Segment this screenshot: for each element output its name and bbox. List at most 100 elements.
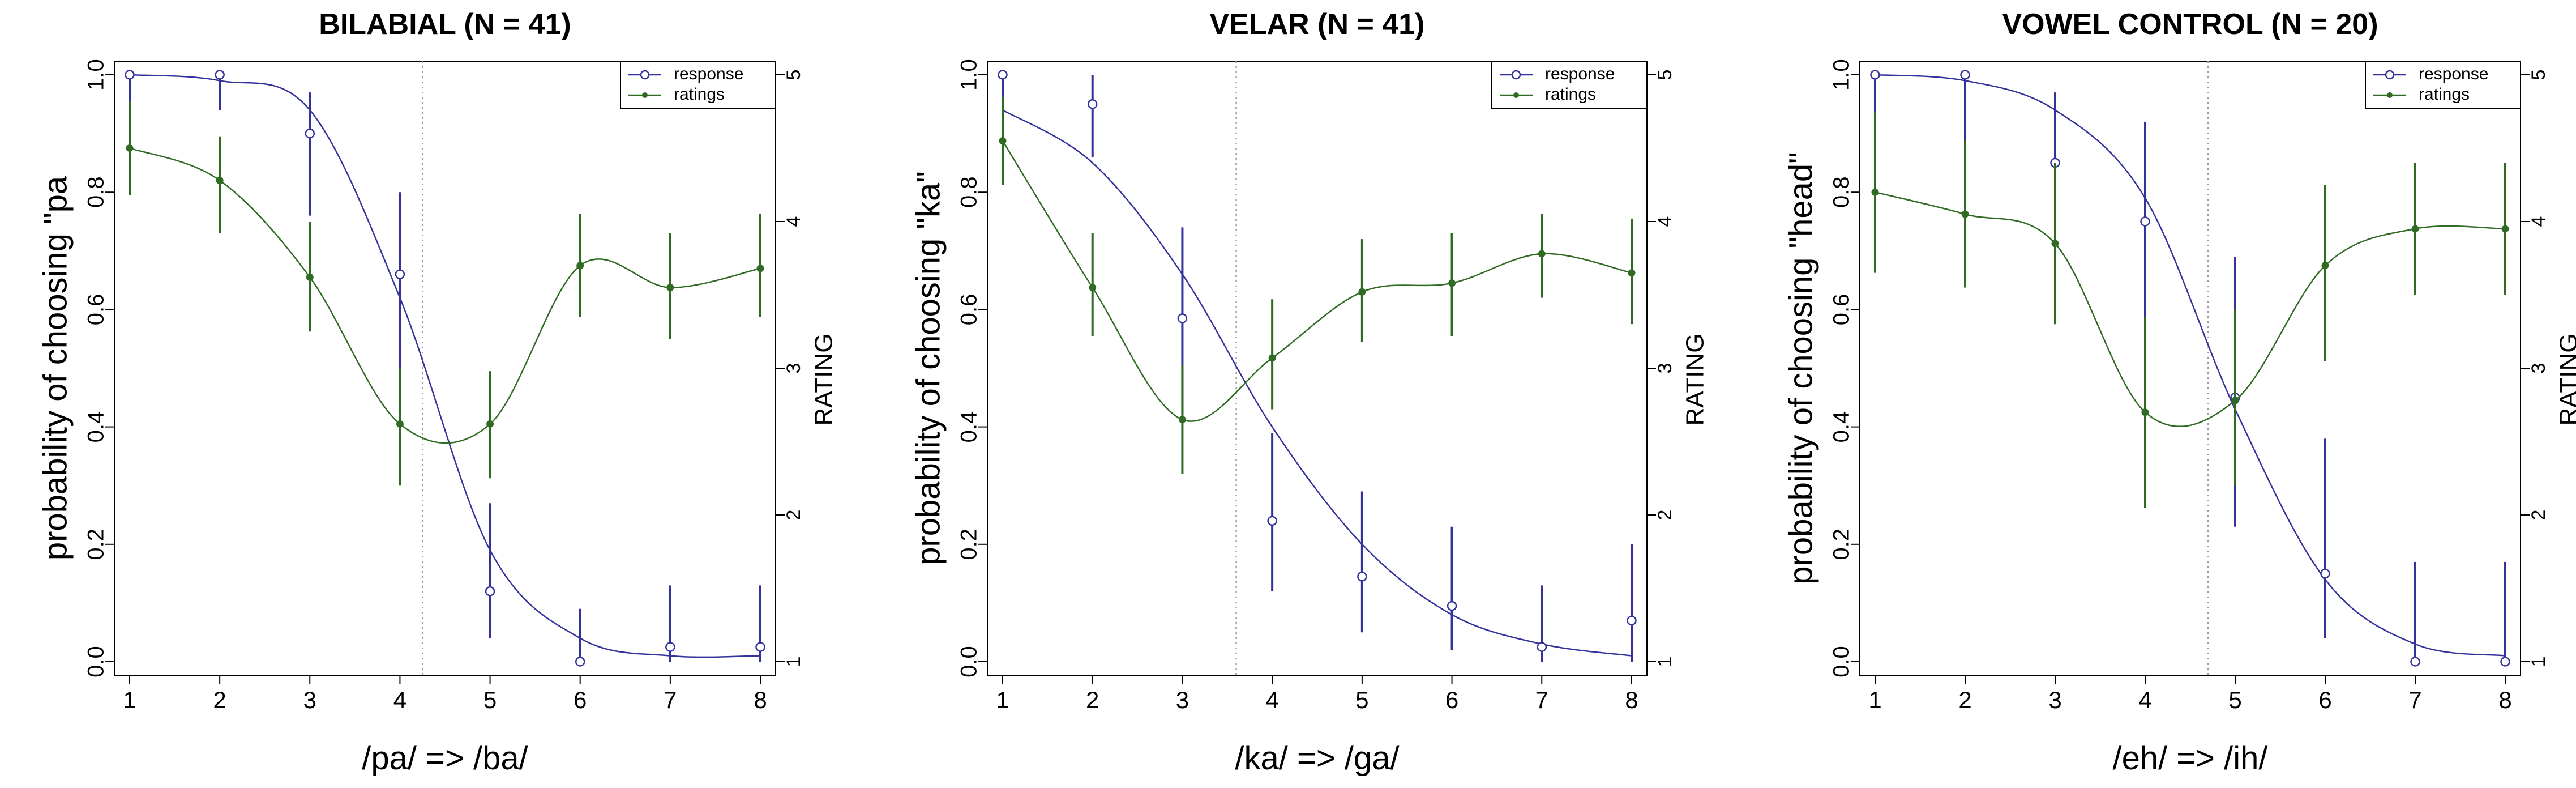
- y2-tick-label: 1: [2528, 657, 2549, 667]
- x-tick-label: 1: [1868, 687, 1881, 713]
- x-tick-label: 2: [213, 687, 226, 713]
- x-tick-label: 6: [1445, 687, 1458, 713]
- y2-tick-label: 3: [1654, 363, 1676, 374]
- ratings-point: [1628, 269, 1636, 277]
- y2-tick-label: 4: [783, 216, 805, 227]
- y-tick-label: 0.0: [1829, 646, 1854, 678]
- response-point: [2500, 657, 2510, 667]
- y2-tick-label: 5: [1654, 70, 1676, 80]
- y-tick-label: 1.0: [1829, 59, 1854, 91]
- response-point: [485, 586, 495, 597]
- ratings-point: [2501, 225, 2509, 233]
- x-tick-label: 6: [2318, 687, 2331, 713]
- series-ratings: [999, 96, 1636, 474]
- response-point: [215, 70, 225, 80]
- legend-box: [1491, 61, 1648, 109]
- y-tick-label: 0.6: [84, 294, 109, 326]
- chart-title: VOWEL CONTROL (N = 20): [2002, 8, 2378, 41]
- y2-tick-label: 1: [783, 657, 805, 667]
- x-tick-label: 8: [2498, 687, 2511, 713]
- response-point: [395, 269, 405, 279]
- legend: response ratings: [2365, 61, 2521, 109]
- x-tick-label: 7: [2408, 687, 2421, 713]
- series-response: [998, 70, 1637, 662]
- y-tick-label: 1.0: [84, 59, 109, 91]
- response-point: [2320, 568, 2330, 579]
- y2-tick-label: 2: [2528, 510, 2549, 521]
- y-tick-label: 0.6: [957, 294, 982, 326]
- y-axis-label: probability of choosing "pa: [37, 176, 74, 560]
- response-point: [575, 657, 585, 667]
- response-point: [1870, 70, 1880, 80]
- x-axis-label: /ka/ => /ga/: [1235, 740, 1400, 777]
- legend-swatch-marker: [642, 92, 648, 98]
- legend-swatch-marker: [640, 70, 650, 80]
- y2-tick-label: 2: [783, 510, 805, 521]
- response-point: [1537, 642, 1547, 652]
- ratings-point: [1961, 210, 1969, 218]
- response-fit-curve: [129, 74, 761, 658]
- ratings-point: [396, 420, 404, 428]
- chart-panel-2: VELAR (N = 41) 0.0 0.2 0.4 0.6 0.8 1.0 1 2 3 4 5 1 2 3…: [910, 8, 1709, 777]
- x-tick-label: 5: [1355, 687, 1368, 713]
- chart-panel-3: VOWEL CONTROL (N = 20) 0.0 0.2 0.4 0.6 0.8 1.0…: [1782, 8, 2576, 777]
- response-point: [2410, 657, 2420, 667]
- x-axis-label: /eh/ => /ih/: [2112, 740, 2268, 777]
- ratings-point: [999, 137, 1007, 145]
- ratings-fit-curve: [1875, 191, 2506, 428]
- ratings-point: [1089, 284, 1097, 292]
- y2-tick-label: 1: [1654, 657, 1676, 667]
- response-point: [1357, 572, 1367, 582]
- response-point: [1267, 516, 1277, 526]
- ratings-point: [1871, 188, 1879, 196]
- chart-title: VELAR (N = 41): [1210, 8, 1425, 41]
- y2-tick-label: 3: [2528, 363, 2549, 374]
- y-tick-label: 0.2: [957, 529, 982, 560]
- legend-label: response: [1545, 65, 1615, 83]
- chart-title: BILABIAL (N = 41): [319, 8, 571, 41]
- legend-swatch-marker: [1513, 92, 1519, 98]
- x-tick-label: 1: [996, 687, 1009, 713]
- legend: response ratings: [620, 61, 776, 109]
- y-tick-label: 0.8: [957, 176, 982, 208]
- plot-frame: [987, 61, 1648, 676]
- x-tick-label: 2: [1958, 687, 1971, 713]
- y-tick-label: 1.0: [957, 59, 982, 91]
- response-fit-curve: [1002, 109, 1632, 657]
- ratings-fit-curve: [129, 147, 761, 444]
- legend: response ratings: [1491, 61, 1648, 109]
- y2-tick-label: 4: [2528, 216, 2549, 227]
- response-point: [125, 70, 135, 80]
- y-tick-label: 0.2: [1829, 529, 1854, 560]
- response-point: [665, 642, 675, 652]
- ratings-point: [2321, 262, 2329, 270]
- legend-label: ratings: [2419, 85, 2470, 104]
- y-tick-label: 0.6: [1829, 294, 1854, 326]
- y2-axis-label: RATING: [1681, 334, 1709, 426]
- ratings-point: [2231, 397, 2239, 404]
- series-response: [1870, 70, 2510, 667]
- y-tick-label: 0.4: [1829, 411, 1854, 443]
- ratings-point: [2411, 225, 2419, 233]
- ratings-point: [1538, 250, 1546, 258]
- ratings-point: [576, 262, 584, 270]
- plot-frame: [114, 61, 776, 676]
- response-point: [1447, 600, 1457, 611]
- x-tick-label: 3: [1176, 687, 1189, 713]
- response-point: [755, 642, 765, 652]
- y2-tick-label: 4: [1654, 216, 1676, 227]
- y-tick-label: 0.0: [84, 646, 109, 678]
- response-point: [1177, 313, 1188, 323]
- ratings-point: [1268, 354, 1276, 362]
- x-tick-label: 5: [2228, 687, 2241, 713]
- y2-tick-label: 2: [1654, 510, 1676, 521]
- series-ratings: [126, 101, 764, 486]
- ratings-point: [1358, 288, 1366, 296]
- x-axis-label: /pa/ => /ba/: [362, 740, 528, 777]
- ratings-point: [1178, 416, 1186, 424]
- plot-frame: [1859, 61, 2521, 676]
- legend-swatch-marker: [2387, 92, 2393, 98]
- response-point: [305, 128, 315, 139]
- ratings-point: [126, 144, 134, 152]
